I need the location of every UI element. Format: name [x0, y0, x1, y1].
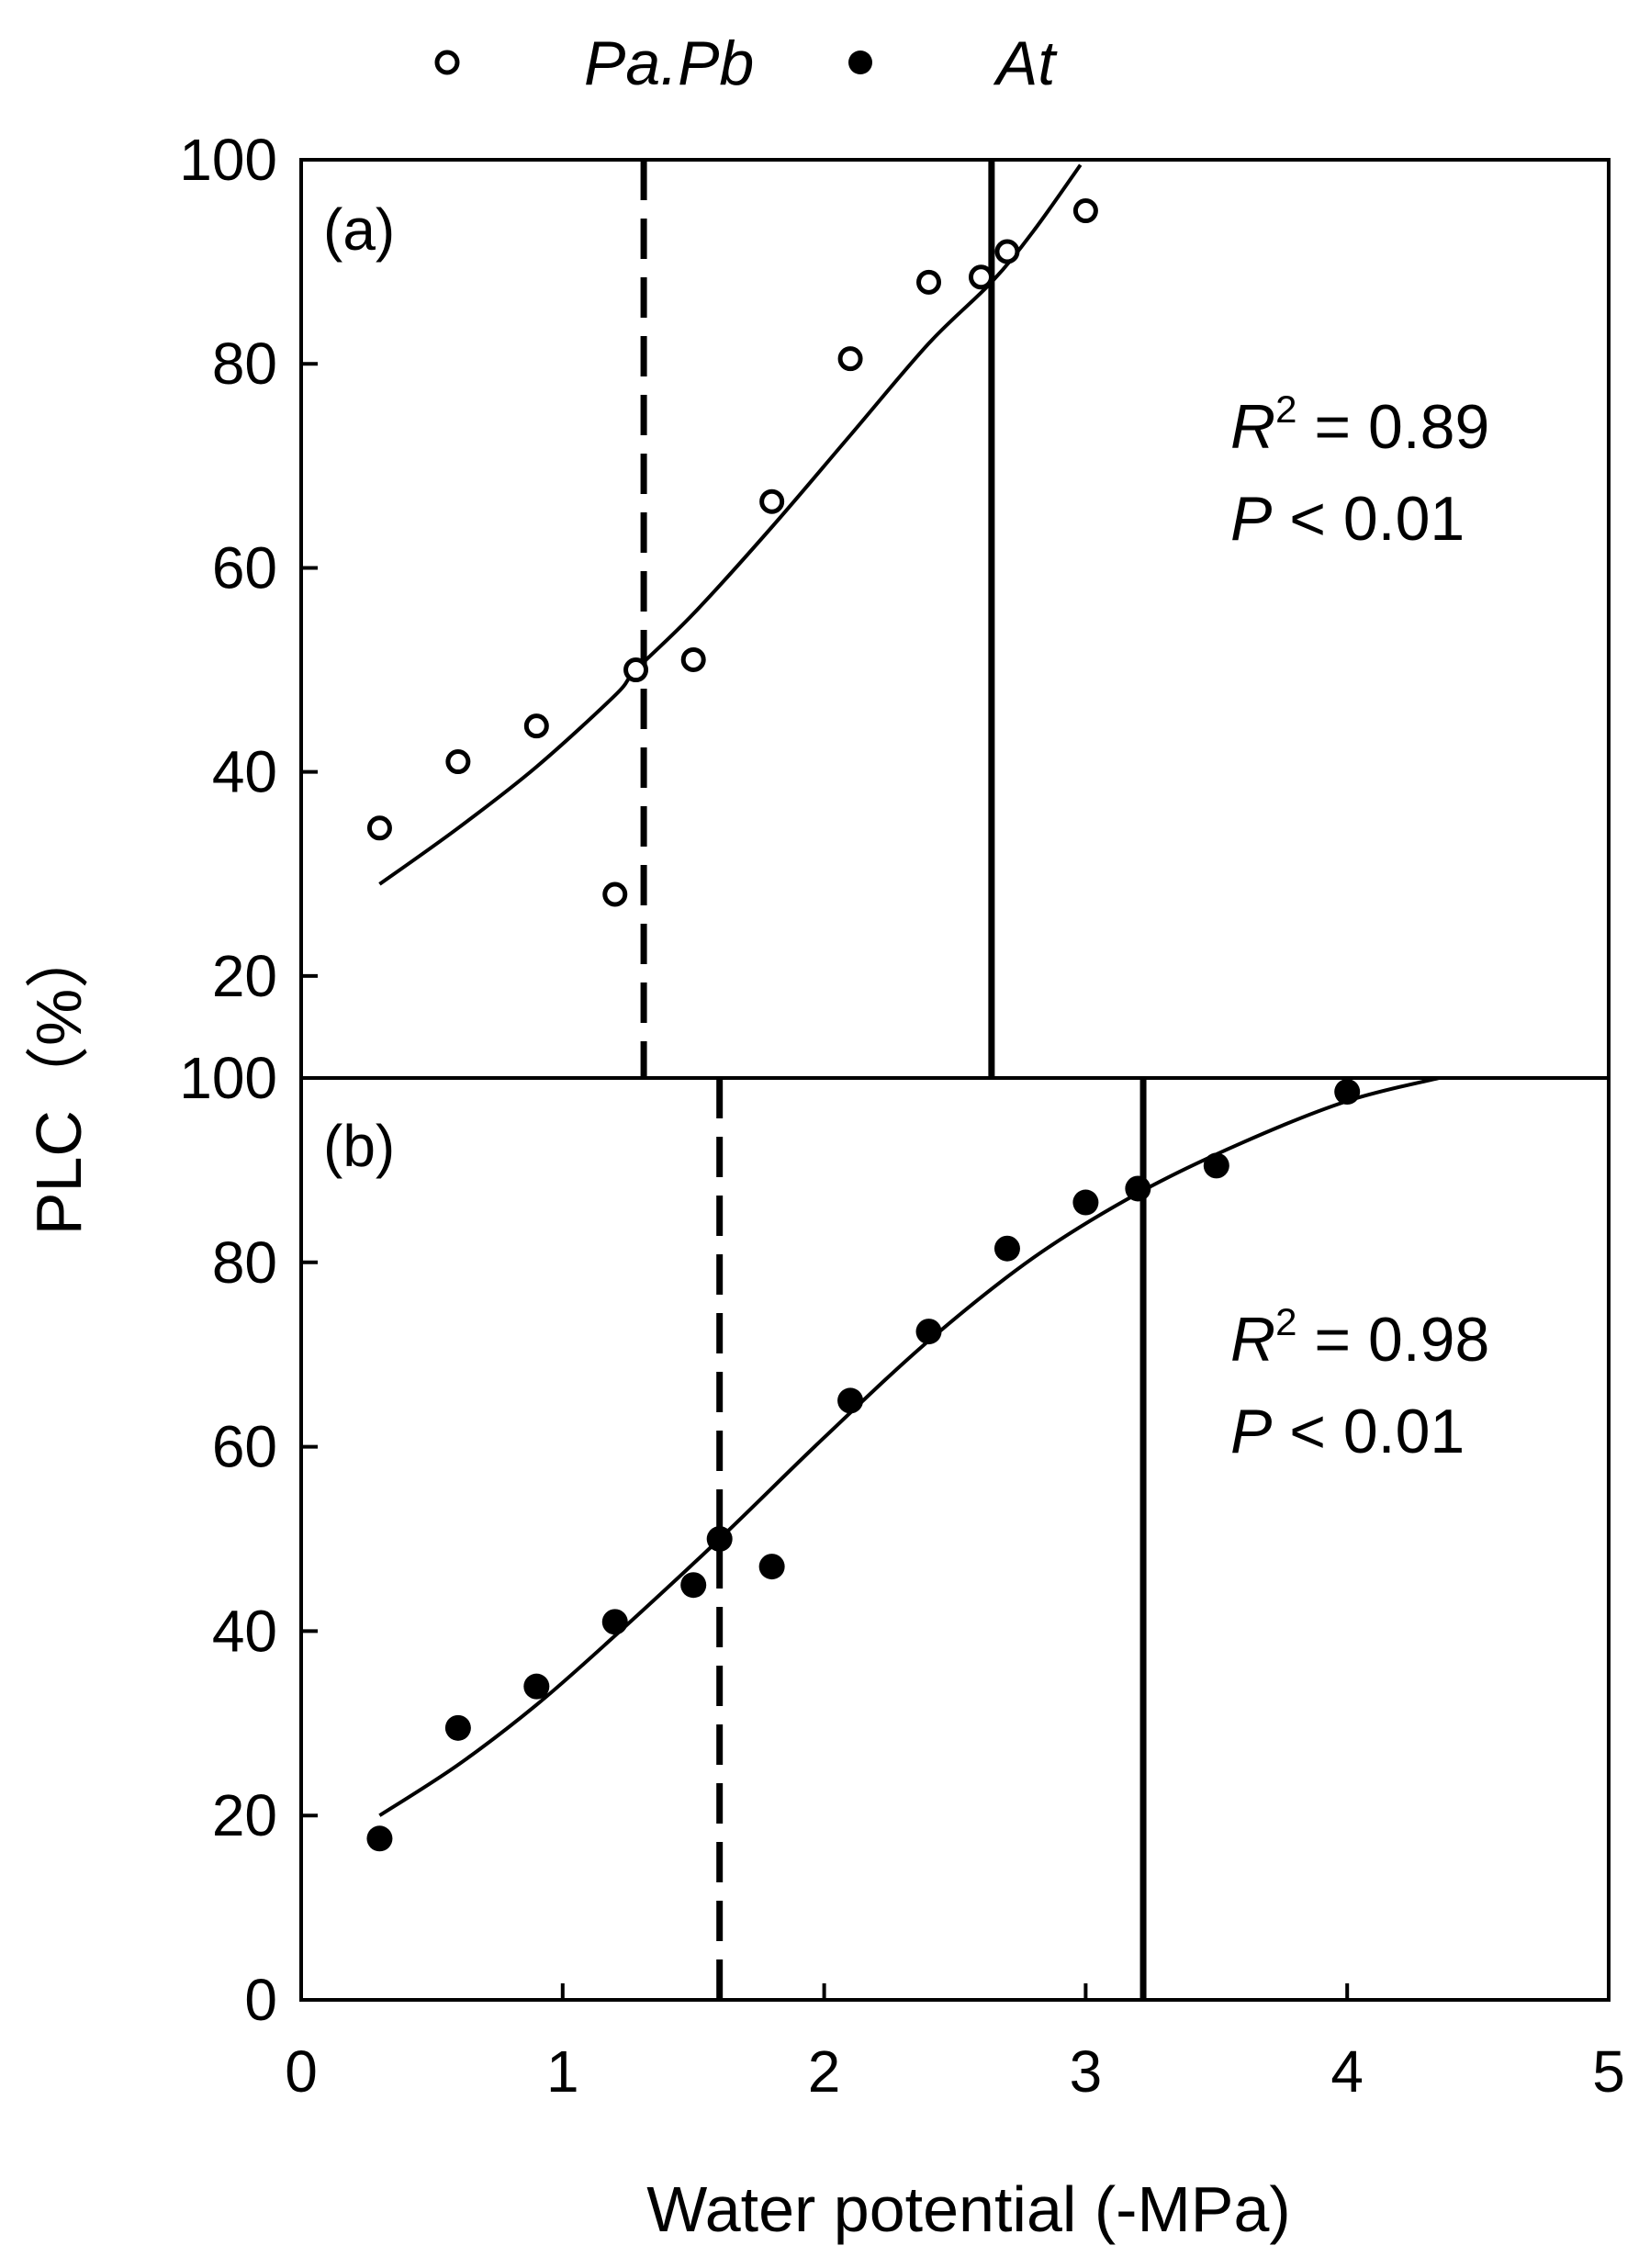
panel-a-data-point — [968, 264, 993, 290]
panel-b-data-point — [601, 1609, 628, 1635]
panel-b-x-tick-label: 0 — [285, 2038, 318, 2105]
panel-a-label: (a) — [323, 196, 395, 263]
panel-b-frame — [299, 1076, 1611, 2002]
panel-a-y-tick-label: 40 — [212, 739, 277, 805]
panel-a-y-tick-label: 100 — [179, 127, 277, 193]
x-axis-title: Water potential (-MPa) — [646, 2173, 1291, 2245]
panel-a-y-tick-label: 80 — [212, 331, 277, 397]
panel-b-data-point — [1203, 1152, 1229, 1179]
panel-a-frame — [299, 158, 1611, 1080]
panel-b-data-point — [366, 1825, 393, 1852]
panel-b-fit-curve — [378, 1076, 1440, 1817]
panel-b-plot-area: 0 20 40 60 80 100 0 1 2 3 4 5 — [179, 1045, 1625, 2105]
panel-b-y-tick-label: 60 — [212, 1414, 277, 1480]
panel-a-data-point — [445, 749, 471, 775]
panel-b-data-point — [523, 1673, 550, 1700]
panel-a-data-point — [523, 713, 549, 739]
panel-b-p-value: P < 0.01 — [1230, 1397, 1465, 1466]
panel-a-data-point — [366, 815, 392, 841]
legend-label-at: At — [993, 28, 1058, 98]
panel-b-y-tick-label: 100 — [179, 1045, 277, 1111]
panel-b-x-tick-label: 1 — [546, 2038, 579, 2105]
panel-a-data-point — [1072, 198, 1098, 224]
panel-b-data-point — [837, 1387, 864, 1414]
panel-b-data-point — [444, 1714, 471, 1741]
panel-b-x-tick-label: 5 — [1592, 2038, 1625, 2105]
panel-a-data-point — [759, 488, 785, 514]
panel-b: (b) R2 = 0.98 P < 0.01 0 20 40 60 80 100 0 1 2 3 4… — [179, 1045, 1625, 2105]
panel-b-data-point — [680, 1572, 707, 1599]
panel-b-r2: R2 = 0.98 — [1230, 1300, 1489, 1375]
panel-b-label: (b) — [323, 1113, 395, 1179]
panel-b-data-point — [915, 1319, 942, 1345]
panel-a-y-tick-label: 60 — [212, 534, 277, 601]
panel-a: (a) R2 = 0.89 P < 0.01 20 40 60 80 100 — [179, 127, 1611, 1080]
panel-a-data-point — [602, 881, 628, 907]
panel-b-x-tick-label: 2 — [808, 2038, 841, 2105]
panel-b-data-point — [1125, 1175, 1151, 1202]
panel-b-y-tick-label: 0 — [244, 1967, 277, 2033]
panel-a-data-point — [680, 646, 706, 672]
panel-b-data-point — [758, 1554, 785, 1580]
panel-a-data-point — [994, 239, 1020, 264]
panel-b-data-point — [1334, 1079, 1361, 1106]
panel-a-p-value: P < 0.01 — [1230, 484, 1465, 554]
panel-b-x-tick-label: 3 — [1070, 2038, 1103, 2105]
y-axis-title: PLC（%） — [23, 925, 95, 1235]
legend: Pa.Pb At — [434, 28, 1058, 98]
panel-b-y-tick-label: 20 — [212, 1782, 277, 1848]
panel-b-x-tick-label: 4 — [1330, 2038, 1364, 2105]
panel-b-data-point — [706, 1526, 733, 1552]
panel-a-data-point — [916, 269, 942, 295]
panel-b-data-point — [993, 1235, 1020, 1262]
legend-marker-open-circle — [434, 50, 460, 75]
panel-b-data-point — [1072, 1189, 1099, 1216]
panel-a-data-point — [837, 346, 863, 372]
panel-b-y-tick-label: 80 — [212, 1229, 277, 1296]
panel-a-r2: R2 = 0.89 — [1230, 387, 1489, 462]
panel-a-data-point — [623, 657, 649, 683]
panel-a-y-tick-label: 20 — [212, 943, 277, 1009]
legend-marker-filled-circle — [848, 51, 872, 74]
legend-label-pa-pb: Pa.Pb — [584, 28, 754, 98]
panel-a-plot-area: 20 40 60 80 100 — [179, 127, 1098, 1078]
panel-b-y-tick-label: 40 — [212, 1598, 277, 1664]
